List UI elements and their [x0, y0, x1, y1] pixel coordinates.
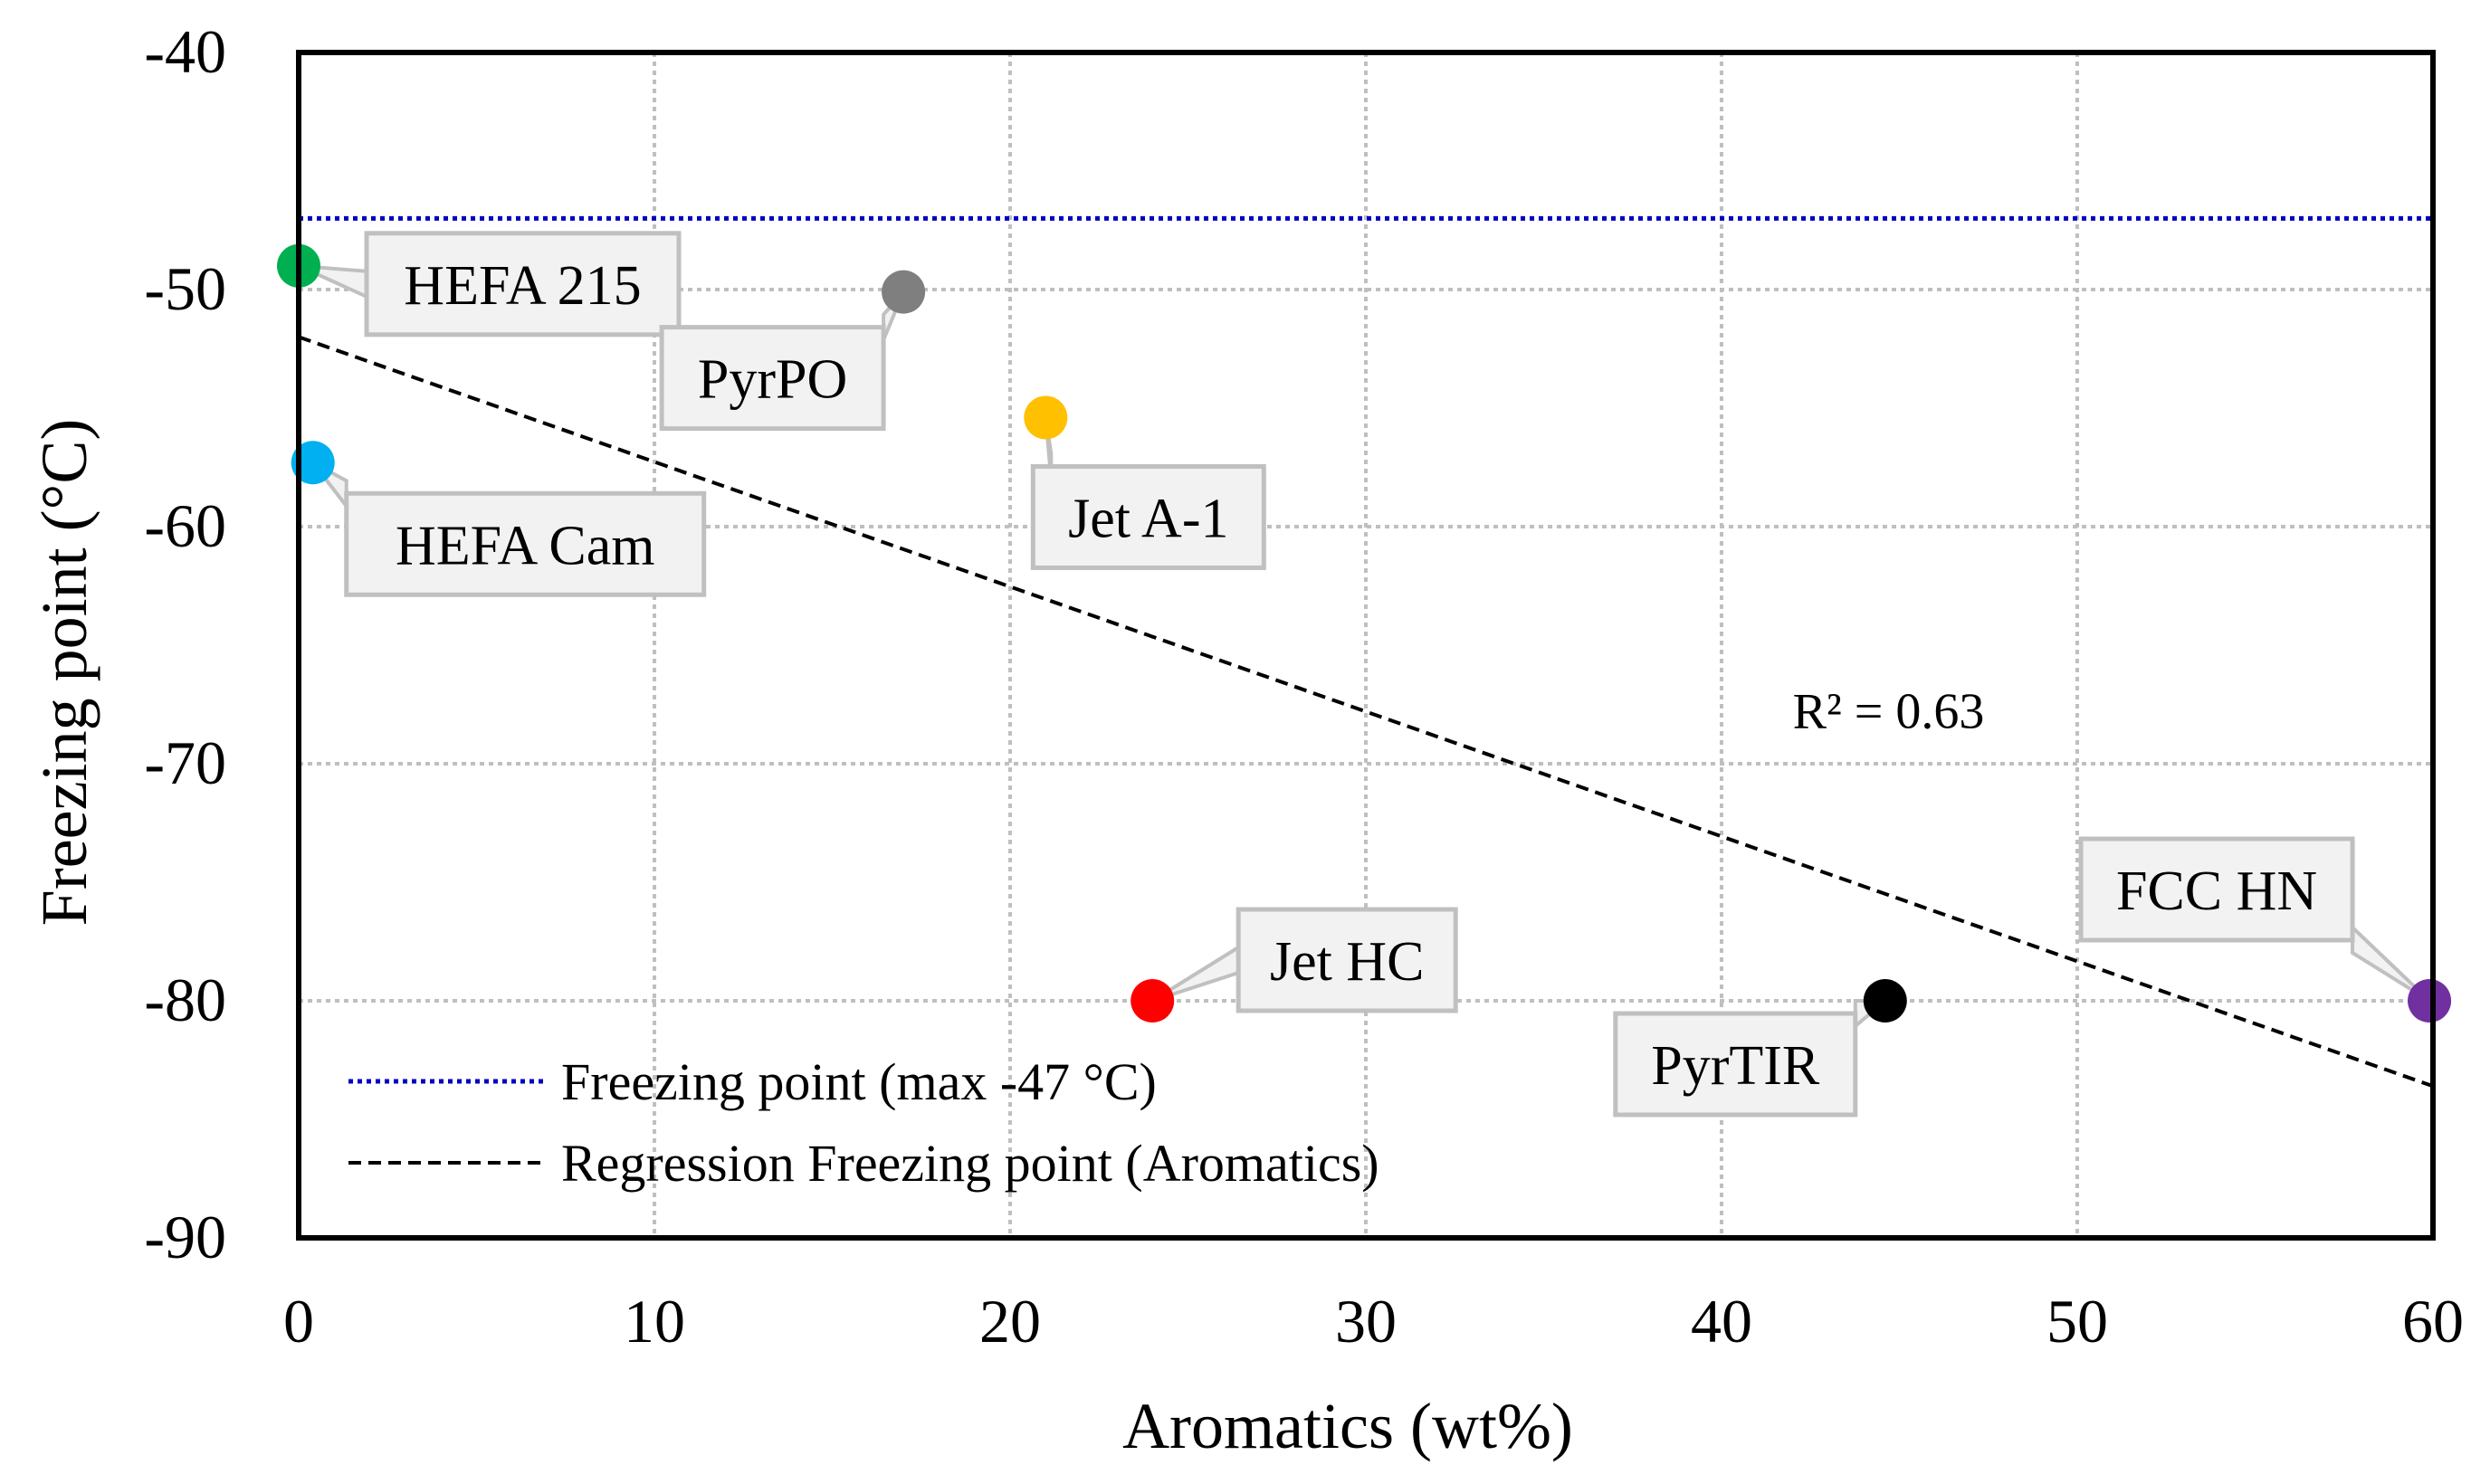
data-point: [2408, 979, 2452, 1023]
data-label: HEFA Cam: [396, 515, 654, 576]
data-label-box: [364, 231, 682, 338]
x-axis-title: Aromatics (wt%): [1122, 1390, 1573, 1462]
axis-ticks: 0 10 20 30 40 50 60 -40 -50 -60 -70 -80 -90: [144, 17, 2464, 1356]
data-label: Jet HC: [1270, 931, 1425, 993]
y-tick-label: -80: [144, 966, 226, 1034]
data-label: PyrTIR: [1651, 1035, 1820, 1097]
data-point: [1131, 979, 1175, 1023]
x-tick-label: 50: [2046, 1287, 2108, 1356]
data-label-box: [1613, 1011, 1858, 1118]
x-tick-label: 30: [1335, 1287, 1397, 1356]
x-tick-label: 10: [624, 1287, 685, 1356]
y-tick-label: -60: [144, 491, 226, 560]
x-tick-label: 20: [979, 1287, 1041, 1356]
legend-regression-label: Regression Freezing point (Aromatics): [561, 1134, 1379, 1193]
data-labels: HEFA 215 PyrPO HEFA Cam Jet A-1 Jet HC PyrTIR…: [344, 231, 2355, 1118]
x-tick-label: 60: [2402, 1287, 2464, 1356]
data-label-box: [344, 490, 707, 597]
plot-area-frame: [296, 50, 2436, 1241]
x-tick-label: 0: [283, 1287, 314, 1356]
y-tick-label: -40: [144, 17, 226, 86]
data-point: [882, 270, 926, 314]
legend: Freezing point (max -47 °C) Regression F…: [348, 1052, 1379, 1193]
series-lines: [298, 215, 2434, 1089]
x-tick-label: 40: [1691, 1287, 1752, 1356]
data-label-box: [2078, 836, 2355, 943]
data-points: [277, 243, 2452, 1023]
data-label: HEFA 215: [404, 255, 641, 317]
y-tick-label: -90: [144, 1203, 226, 1271]
data-label: Jet A-1: [1068, 488, 1228, 549]
data-label-box: [1030, 463, 1266, 570]
legend-reference-line-label: Freezing point (max -47 °C): [561, 1052, 1157, 1111]
y-tick-label: -70: [144, 728, 226, 797]
data-point: [291, 441, 335, 485]
y-tick-label: -50: [144, 254, 226, 323]
y-axis-title: Freezing point (°C): [28, 419, 100, 927]
data-point: [1024, 395, 1068, 440]
data-point: [1863, 979, 1907, 1023]
data-label-box: [659, 325, 886, 432]
data-label-box: [1235, 907, 1458, 1013]
data-label: FCC HN: [2116, 861, 2317, 922]
data-label: PyrPO: [698, 349, 847, 411]
r-squared-annotation: R² = 0.63: [1793, 684, 1985, 740]
